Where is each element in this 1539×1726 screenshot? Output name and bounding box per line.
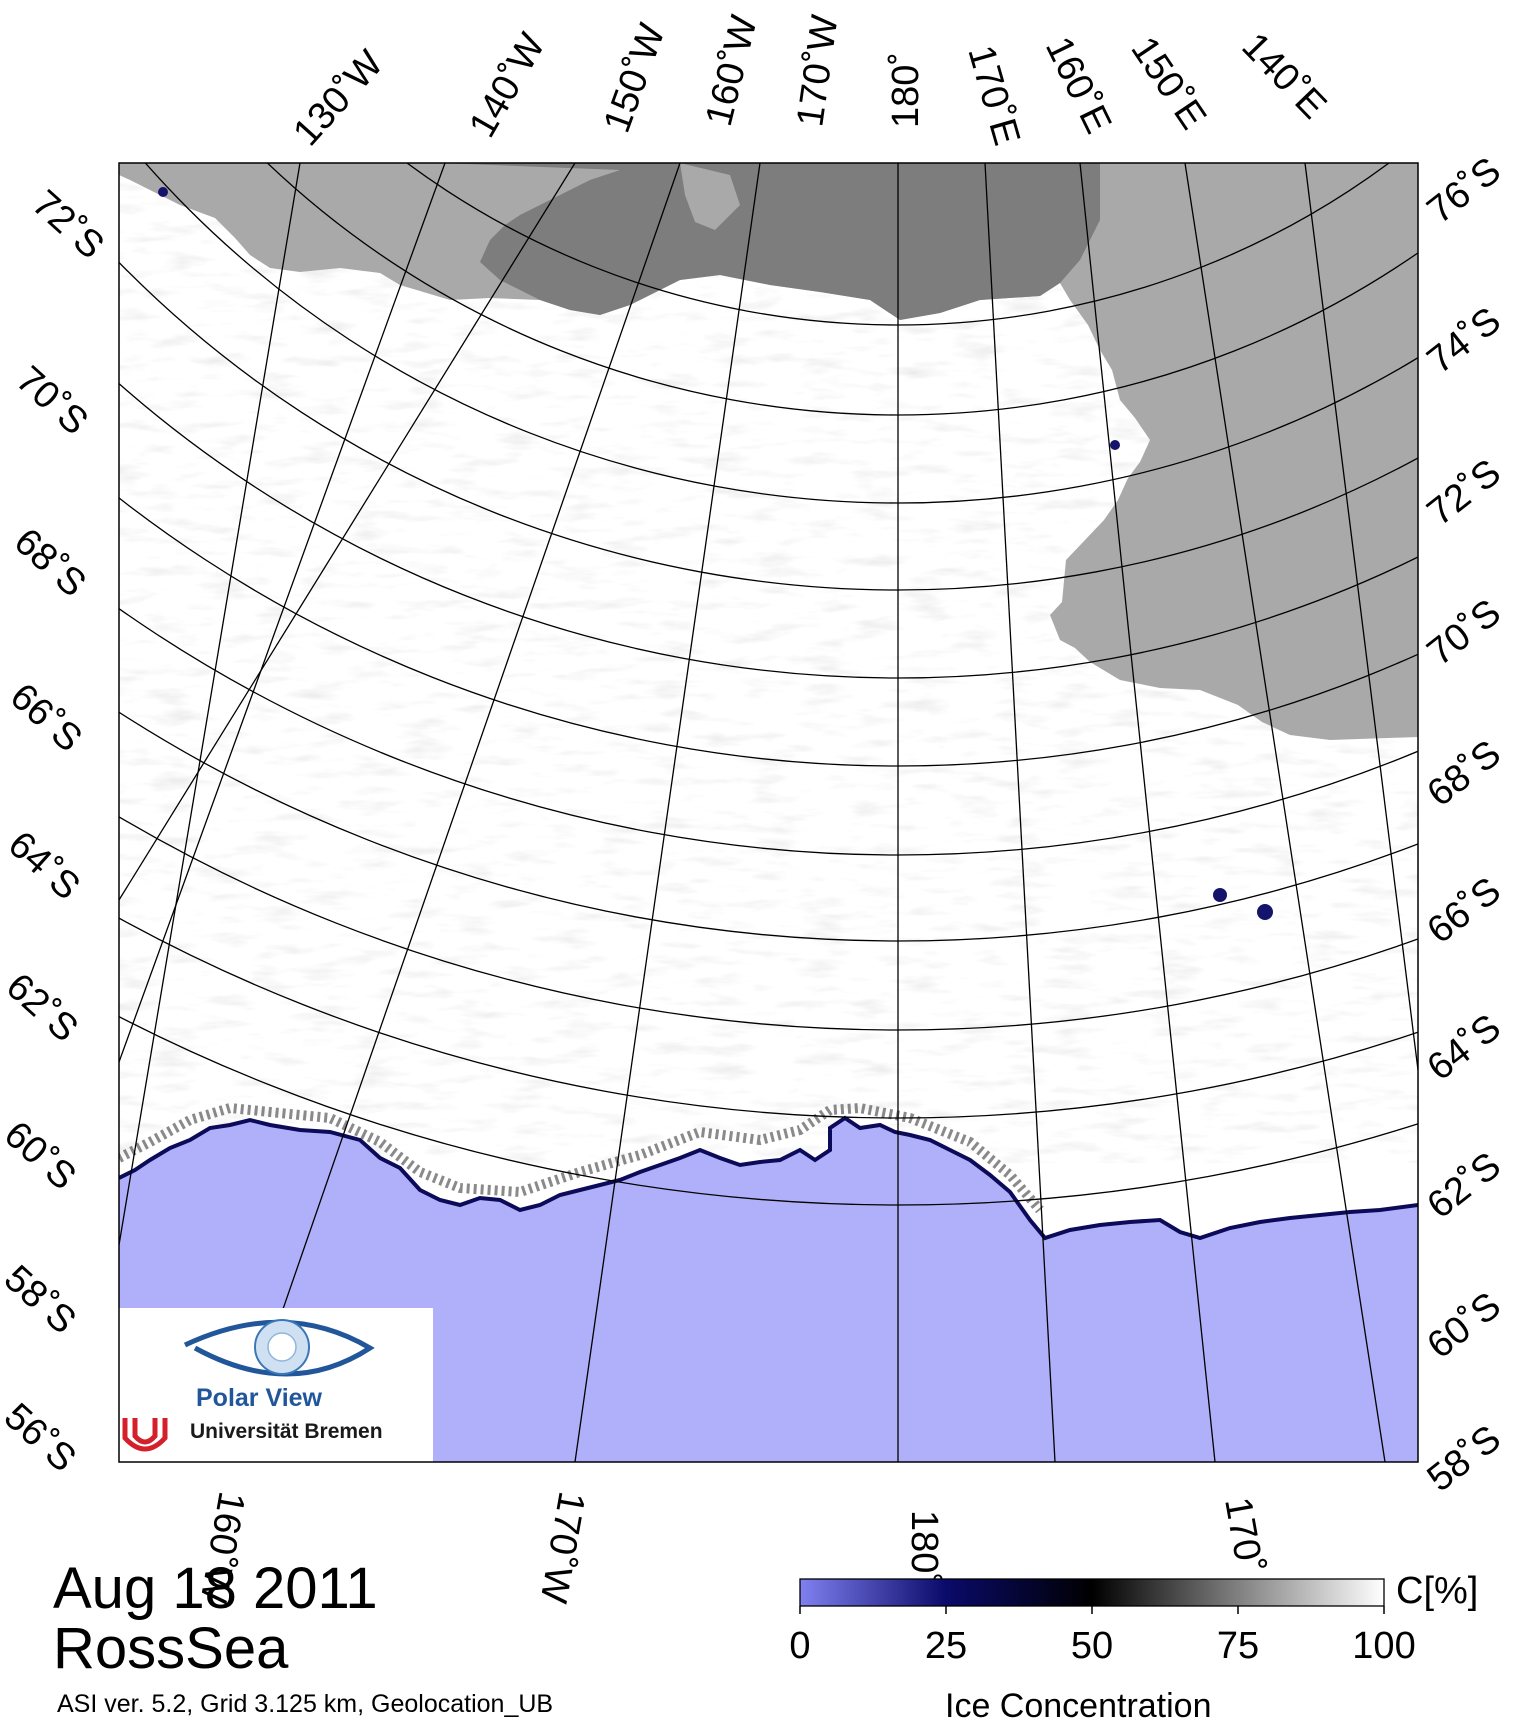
right-latitude-label: 74˚S [1420,300,1509,383]
meridian-line [574,163,761,1462]
colorbar [799,1578,1385,1607]
meridian-line [119,163,301,1246]
right-latitude-label: 66˚S [1420,870,1509,953]
colorbar-tick-label: 100 [1352,1625,1415,1667]
meridian-line [1079,163,1216,1462]
product-info: ASI ver. 5.2, Grid 3.125 km, Geolocation… [57,1690,554,1718]
colorbar-tick-label: 25 [925,1625,967,1667]
top-longitude-label: 160˚W [698,11,766,130]
polynya [1257,904,1273,920]
colorbar-title: Ice Concentration [945,1687,1212,1725]
left-latitude-label: 62˚S [0,965,86,1050]
top-longitude-label: 150˚E [1123,30,1215,138]
colorbar-unit-label: C[%] [1396,1570,1478,1612]
right-latitude-label: 62˚S [1420,1145,1509,1228]
left-latitude-label: 66˚S [2,675,90,760]
colorbar-tick-label: 0 [789,1625,810,1667]
top-longitude-label: 170˚E [959,41,1027,150]
map-frame [118,162,1419,1463]
left-latitude-label: 60˚S [0,1113,84,1198]
logo-institution: Universität Bremen [190,1420,383,1443]
polar-view-logo-icon [183,1319,375,1377]
right-latitude-label: 58˚S [1420,1418,1509,1501]
right-latitude-label: 70˚S [1420,592,1509,675]
polynya [1110,440,1120,450]
universitaet-bremen-shield-icon [122,1418,168,1452]
meridian-line [229,163,681,1462]
right-latitude-label: 68˚S [1420,733,1509,816]
date-label: Aug 18 2011 [53,1556,378,1621]
polynya [158,187,168,197]
top-longitude-label: 130˚W [285,43,391,154]
logo-name: Polar View [196,1384,322,1412]
right-latitude-label: 76˚S [1420,150,1509,233]
meridian-line [1304,163,1418,1071]
land-area [119,163,1418,740]
colorbar-tick-label: 50 [1071,1625,1113,1667]
meridian-line [119,163,446,1063]
bottom-longitude-label: 180˚ [903,1510,945,1586]
bottom-longitude-label: 170˚W [532,1488,593,1606]
right-latitude-label: 64˚S [1420,1007,1509,1090]
meridian-line [119,163,576,901]
top-longitude-label: 140˚E [1234,25,1335,127]
top-longitude-label: 180˚ [885,52,927,128]
graticule [119,163,1418,1462]
left-latitude-label: 58˚S [0,1257,84,1342]
top-longitude-label: 170˚W [789,12,846,129]
marginal-ice-zone [119,1102,1044,1214]
open-water-area [119,1118,1418,1462]
top-longitude-label: 160˚E [1037,31,1119,141]
left-latitude-label: 68˚S [6,520,94,605]
region-label: RossSea [53,1616,289,1681]
bottom-longitude-label: 170˚ [1216,1494,1271,1576]
right-latitude-label: 60˚S [1420,1285,1509,1368]
colorbar-ticks [799,1606,1385,1614]
meridian-line [1184,163,1386,1462]
left-latitude-label: 72˚S [24,182,112,267]
ice-shelf-area [440,163,1100,320]
meridian-line [984,163,1056,1462]
right-latitude-label: 72˚S [1420,452,1509,535]
top-longitude-label: 150˚W [596,18,674,138]
polynya [1213,888,1227,902]
top-longitude-label: 140˚W [461,26,553,144]
ice-shelf-patch [680,163,740,230]
colorbar-tick-label: 75 [1217,1625,1259,1667]
left-latitude-label: 56˚S [0,1395,84,1480]
ice-edge [119,1115,1418,1241]
left-latitude-label: 70˚S [8,358,96,443]
left-latitude-label: 64˚S [0,823,88,908]
